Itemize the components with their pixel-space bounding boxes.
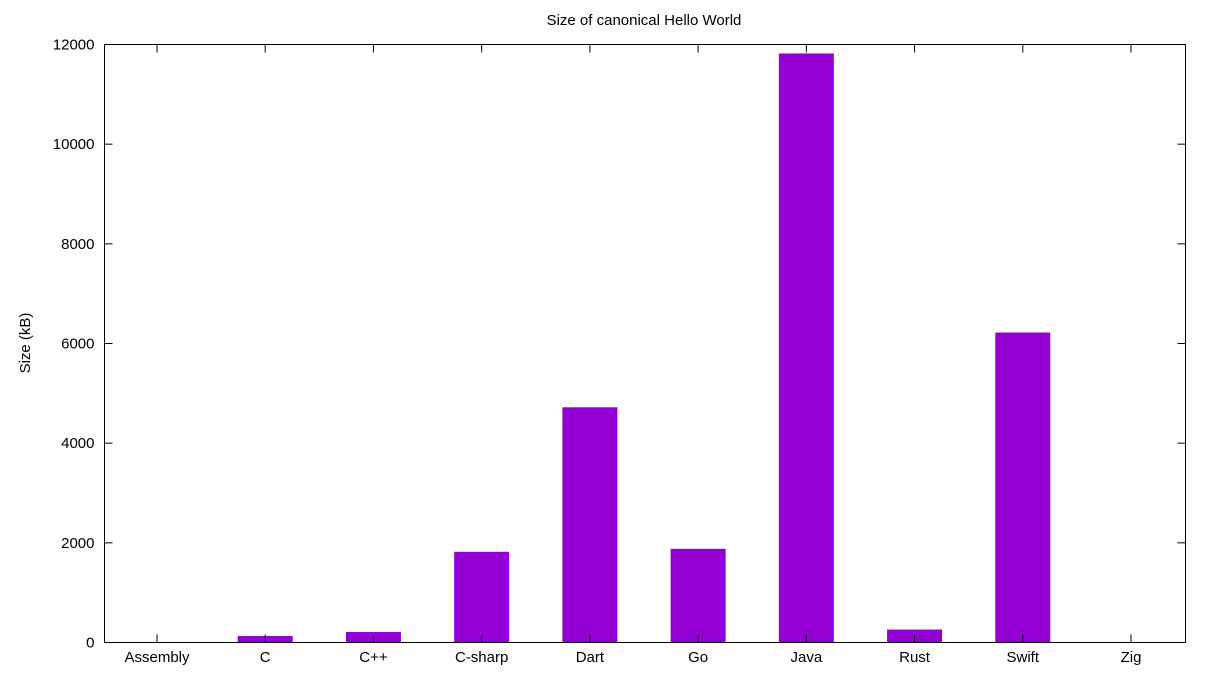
bar-go (670, 548, 726, 643)
chart-title: Size of canonical Hello World (547, 12, 742, 29)
x-tick-label: C-sharp (455, 649, 508, 666)
y-tick-label: 0 (86, 635, 94, 652)
x-tick-label: Go (688, 649, 708, 666)
x-tick-label: C++ (359, 649, 388, 666)
plot-frame (104, 44, 1186, 643)
bar-java (778, 53, 834, 643)
x-tick-label: Swift (1007, 649, 1040, 666)
y-tick-label: 2000 (61, 535, 94, 552)
x-tick-label: Dart (576, 649, 605, 666)
x-axis-ticks: Assembly C C++ C-sharp Dart Go Java Rust Swift Zi… (124, 44, 1142, 666)
x-tick-label: Assembly (124, 649, 190, 666)
bars-group (129, 53, 1159, 643)
y-axis-label: Size (kB) (17, 313, 34, 374)
y-tick-label: 10000 (53, 136, 95, 153)
x-tick-label: Zig (1121, 649, 1142, 666)
y-axis-ticks: 0 2000 4000 6000 8000 10000 12000 (53, 37, 1186, 652)
x-tick-label: Rust (899, 649, 931, 666)
y-tick-label: 6000 (61, 336, 94, 353)
y-tick-label: 12000 (53, 37, 95, 54)
y-tick-label: 4000 (61, 435, 94, 452)
bar-swift (995, 332, 1051, 643)
x-tick-label: C (260, 649, 271, 666)
x-tick-label: Java (790, 649, 822, 666)
bar-c-sharp (454, 551, 510, 643)
bar-dart (562, 407, 618, 643)
y-tick-label: 8000 (61, 236, 94, 253)
